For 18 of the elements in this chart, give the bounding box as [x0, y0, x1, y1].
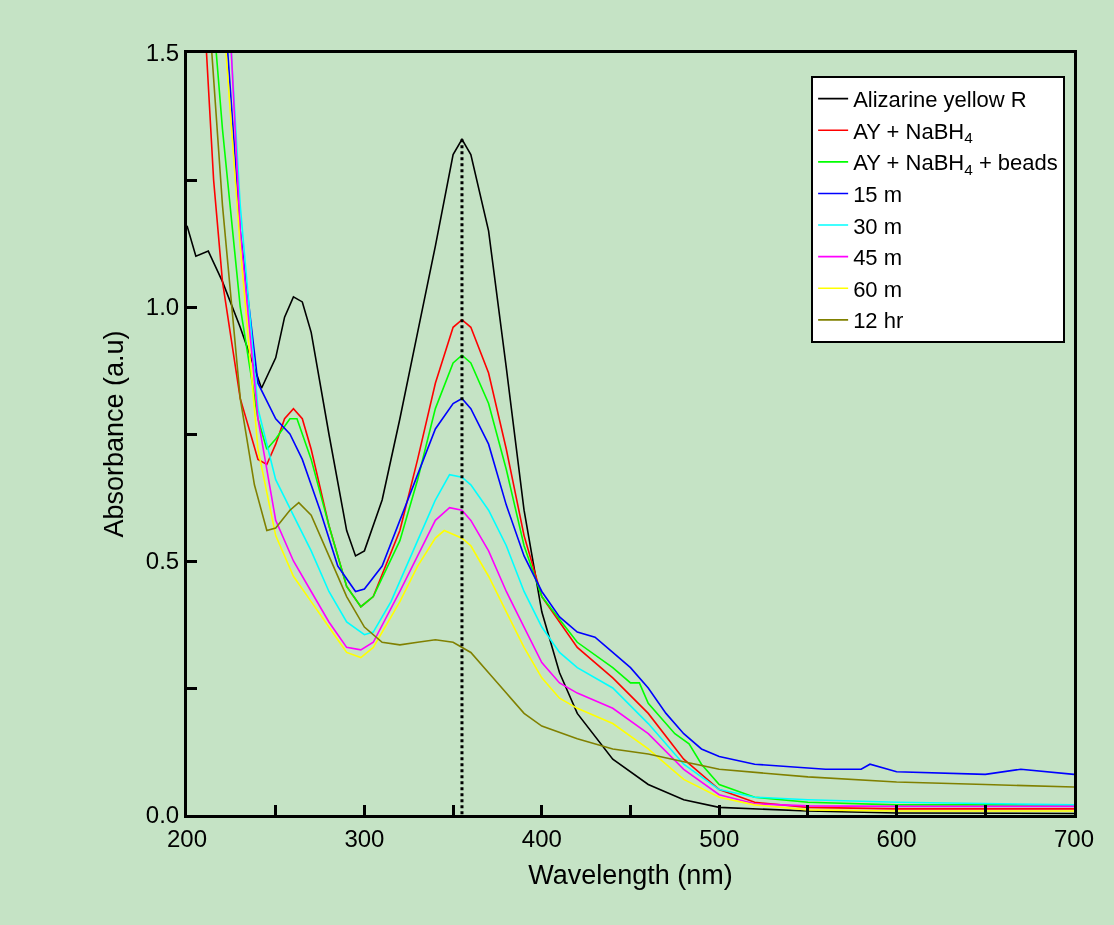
legend-label: 60 m [853, 276, 903, 302]
x-tick-label: 700 [1053, 824, 1095, 852]
x-tick-label: 400 [521, 824, 562, 852]
y-tick-label: 1.5 [145, 39, 180, 67]
legend-label: 15 m [853, 182, 903, 208]
x-tick-label: 500 [699, 824, 740, 852]
legend-label: AY + NaBH$_{4}$ + beads [853, 150, 1058, 179]
legend-label: Alizarine yellow R [853, 87, 1027, 113]
legend-label: 45 m [853, 245, 903, 271]
y-tick-label: 0.5 [145, 547, 180, 575]
y-axis-title: Absorbance (a.u) [98, 330, 129, 538]
legend-label: 12 hr [853, 308, 904, 334]
x-axis-title: Wavelength (nm) [528, 860, 733, 891]
y-tick-label: 1.0 [145, 293, 180, 321]
x-tick-label: 600 [876, 824, 917, 852]
x-tick-label: 300 [344, 824, 385, 852]
legend-label: 30 m [853, 213, 903, 239]
legend-label: AY + NaBH$_{4}$ [853, 118, 974, 147]
